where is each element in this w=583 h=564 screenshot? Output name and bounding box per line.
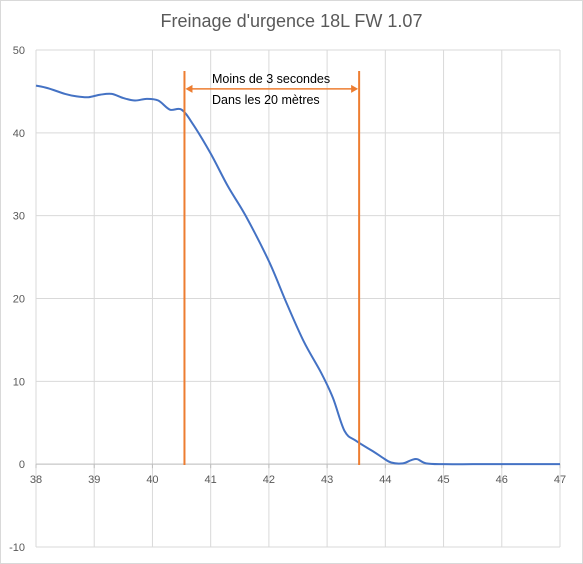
x-tick-label: 43 — [321, 474, 333, 486]
x-tick-label: 38 — [30, 474, 42, 486]
y-tick-label: 40 — [13, 128, 25, 140]
x-tick-label: 41 — [205, 474, 217, 486]
speed-series-line — [35, 84, 560, 466]
x-tick-label: 39 — [88, 474, 100, 486]
chart-title: Freinage d'urgence 18L FW 1.07 — [160, 11, 423, 31]
y-tick-label: 50 — [13, 45, 25, 57]
y-tick-label: 0 — [19, 459, 25, 471]
y-tick-label: 30 — [13, 211, 25, 223]
x-tick-label: 44 — [379, 474, 391, 486]
annotation-line-1: Moins de 3 secondes — [212, 72, 330, 86]
x-tick-label: 47 — [554, 474, 566, 486]
annotation-layer: Moins de 3 secondes Dans les 20 mètres — [183, 71, 361, 465]
annotation-line-2: Dans les 20 mètres — [212, 93, 320, 107]
series-layer — [35, 84, 560, 466]
y-tick-label: 20 — [13, 294, 25, 306]
y-tick-label: -10 — [9, 542, 25, 554]
x-tick-label: 45 — [437, 474, 449, 486]
arrow-head-left — [185, 84, 193, 93]
tick-labels: -10 0 10 20 30 40 50 38 39 40 41 42 43 44 45 46 47 — [9, 45, 566, 554]
y-tick-label: 10 — [13, 376, 25, 388]
arrow-head-right — [351, 84, 359, 93]
gridlines — [35, 49, 561, 548]
x-tick-label: 46 — [496, 474, 508, 486]
x-tick-label: 40 — [146, 474, 158, 486]
x-tick-label: 42 — [263, 474, 275, 486]
